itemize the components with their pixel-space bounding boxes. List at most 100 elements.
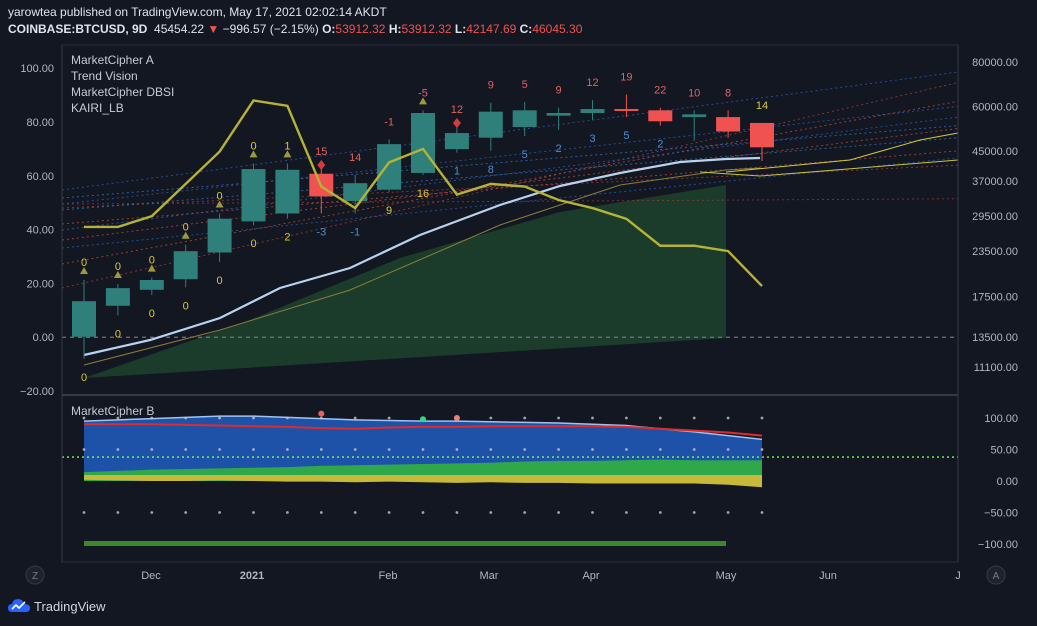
red-signal-line [84,423,763,437]
candle-body[interactable] [478,111,503,138]
left-axis-label: 60.00 [26,171,54,183]
oscillator-axis-label: 100.00 [984,413,1018,425]
indicator-legend[interactable]: Trend Vision [71,69,138,83]
level-dot [252,416,255,420]
tradingview-brand: TradingView [34,598,106,614]
level-dot [760,448,764,451]
candle-body[interactable] [444,133,469,150]
level-dot [82,511,86,514]
level-dot [421,511,425,514]
high-label: H: [388,22,402,36]
candle-body[interactable] [750,122,774,148]
trend-line [61,105,959,205]
price-axis-label: 29500.00 [972,211,1018,223]
candle-body[interactable] [716,117,741,132]
candle-body[interactable] [546,112,571,116]
level-dot [116,448,120,451]
open-label: O: [322,22,336,36]
signal-label-above: 8 [725,87,731,99]
price-change: −996.57 (−2.15%) [222,22,319,36]
level-dot [82,416,86,420]
level-dot [692,416,696,420]
left-axis-label: −20.00 [20,386,54,398]
price-axis-label: 23500.00 [972,246,1018,258]
candle-body[interactable] [173,251,198,280]
signal-label-above: 19 [620,72,632,84]
level-dot [591,511,594,514]
price-axis-label: 37000.00 [972,176,1018,188]
candle-body[interactable] [648,110,673,122]
buy-triangle [419,97,427,105]
sell-dot [318,410,325,417]
change-arrow: ▼ [207,22,220,36]
oscillator-axis-label: 0.00 [997,476,1018,488]
trend-line [61,116,959,231]
buy-triangle [215,200,224,208]
price-axis-label: 11100.00 [974,362,1018,374]
candle-body[interactable] [139,279,164,290]
time-axis-label: Apr [582,570,599,582]
tradingview-logo[interactable]: TradingView [8,598,106,614]
level-dot [421,448,425,451]
signal-label-above: 15 [315,146,327,158]
candle-body[interactable] [207,218,232,253]
indicator-legend[interactable]: MarketCipher A [71,53,154,67]
oscillator-axis-label: −50.00 [984,508,1018,520]
symbol-ohlc-line: COINBASE:BTCUSD, 9D 45454.22 ▼ −996.57 (… [8,22,582,36]
indicator-legend[interactable]: MarketCipher B [71,404,154,418]
trend-cloud-area [84,185,726,378]
level-dot [387,448,391,451]
level-dot [591,448,594,451]
level-dot [523,416,527,420]
signal-label-below: 0 [250,238,256,250]
zoom-button[interactable] [25,565,45,585]
auto-scale-button[interactable] [986,565,1006,585]
level-dot [184,416,188,420]
price-axis-label: 17500.00 [972,292,1018,304]
candle-body[interactable] [105,288,130,306]
candle-body[interactable] [241,169,266,222]
level-dot [184,448,188,451]
trend-line [61,198,959,205]
level-dot [319,448,323,451]
low-label: L: [454,22,467,36]
signal-label-above: -1 [384,116,394,128]
candle-body[interactable] [377,144,402,190]
level-dot [218,448,222,451]
symbol-name[interactable]: COINBASE:BTCUSD, 9D [8,22,148,36]
candle-body[interactable] [411,112,435,173]
level-dot [692,448,696,451]
signal-label-above: 10 [688,87,700,99]
level-dot [523,511,527,514]
signal-label-above: 14 [349,152,361,164]
time-axis-label: Mar [480,570,499,582]
left-axis-label: 20.00 [26,278,54,290]
level-dot [116,511,120,514]
level-dot [353,511,357,514]
candle-body[interactable] [72,301,96,337]
signal-label-below: 1 [454,166,460,178]
level-dot [387,416,391,420]
indicator-legend[interactable]: KAIRI_LB [71,101,124,115]
buy-triangle [80,266,88,274]
level-dot [455,511,459,514]
indicator-legend[interactable]: MarketCipher DBSI [71,85,174,99]
candle-body[interactable] [580,109,605,113]
signal-label-below: 16 [417,188,429,200]
signal-label-above: 14 [756,100,768,112]
signal-label-below: 3 [589,133,595,145]
baseline-area [84,475,762,488]
signal-label-above: 0 [183,222,189,234]
low-value: 42147.69 [466,22,517,36]
candle-body[interactable] [343,183,368,202]
level-dot [218,511,222,514]
buy-dot [420,416,426,423]
level-dot [489,416,493,420]
high-value: 53912.32 [401,22,452,36]
candle-body[interactable] [275,169,300,214]
candle-body[interactable] [512,110,537,128]
candle-body[interactable] [682,114,707,118]
buy-triangle [113,270,122,278]
candle-body[interactable] [614,109,639,112]
